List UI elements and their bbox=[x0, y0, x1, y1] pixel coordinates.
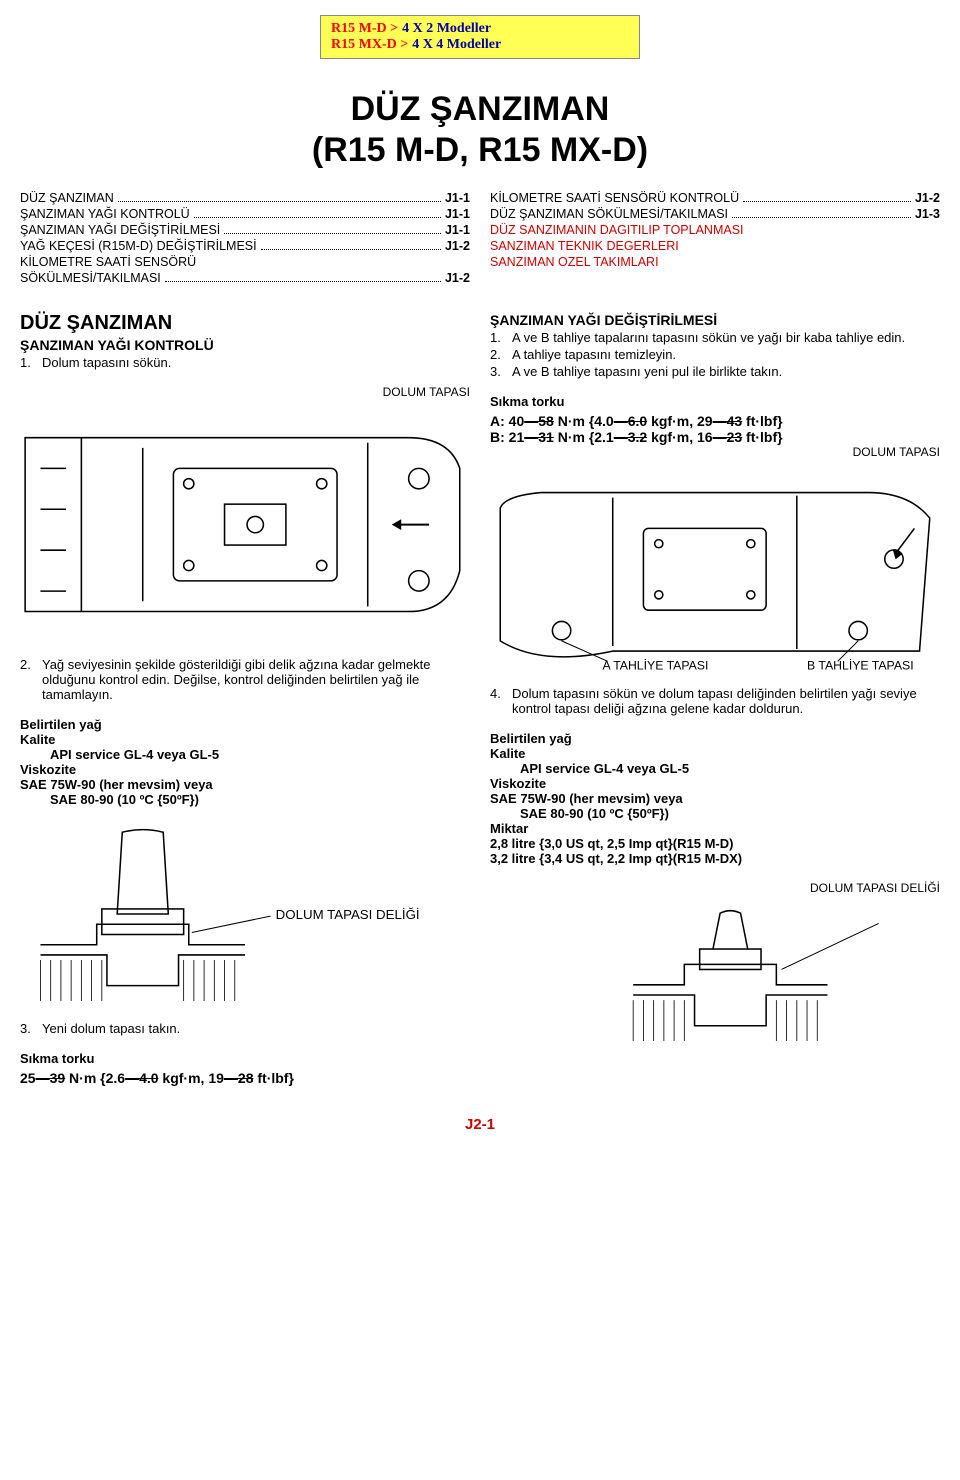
page-number: J2-1 bbox=[20, 1116, 940, 1153]
toc-plain-item: DÜZ SANZIMANIN DAGITILIP TOPLANMASI bbox=[490, 223, 940, 237]
toc-plain-item: SANZIMAN TEKNIK DEGERLERI bbox=[490, 239, 940, 253]
toc-item: KİLOMETRE SAATİ SENSÖRÜ bbox=[20, 255, 470, 269]
fig-r3-caption: DOLUM TAPASI DELİĞİ bbox=[490, 881, 940, 895]
title-line-1: DÜZ ŞANZIMAN bbox=[20, 89, 940, 130]
fig-fill-plug-hole-1: DOLUM TAPASI DELİĞİ bbox=[20, 822, 470, 1006]
left-step-1: 1. Dolum tapasını sökün. bbox=[20, 355, 470, 370]
toc-item: YAĞ KEÇESİ (R15M-D) DEĞİŞTİRİLMESİJ1-2 bbox=[20, 239, 470, 253]
torque-spec-right: Sıkma torku A: 40—58 N·m {4.0—6.0 kgf·m,… bbox=[490, 394, 940, 445]
toc-item: ŞANZIMAN YAĞI KONTROLÜJ1-1 bbox=[20, 207, 470, 221]
banner-desc-1: 4 X 2 Modeller bbox=[402, 21, 491, 37]
toc-item: KİLOMETRE SAATİ SENSÖRÜ KONTROLÜJ1-2 bbox=[490, 191, 940, 205]
left-h1: DÜZ ŞANZIMAN bbox=[20, 312, 470, 335]
title-line-2: (R15 M-D, R15 MX-D) bbox=[20, 130, 940, 171]
oil-spec-2: Belirtilen yağ Kalite API service GL-4 v… bbox=[490, 731, 940, 866]
fig-r1-caption: DOLUM TAPASI bbox=[490, 445, 940, 459]
torque-spec-left: Sıkma torku 25—39 N·m {2.6—4.0 kgf·m, 19… bbox=[20, 1051, 470, 1086]
right-step-1: 1. A ve B tahliye tapalarını tapasını sö… bbox=[490, 330, 940, 345]
toc-right: KİLOMETRE SAATİ SENSÖRÜ KONTROLÜJ1-2 DÜZ … bbox=[490, 191, 940, 287]
left-h2: ŞANZIMAN YAĞI KONTROLÜ bbox=[20, 337, 470, 353]
toc-item: ŞANZIMAN YAĞI DEĞİŞTİRİLMESİJ1-1 bbox=[20, 223, 470, 237]
right-h2: ŞANZIMAN YAĞI DEĞİŞTİRİLMESİ bbox=[490, 312, 940, 328]
left-step-3: 3. Yeni dolum tapası takın. bbox=[20, 1021, 470, 1036]
main-content: DÜZ ŞANZIMAN ŞANZIMAN YAĞI KONTROLÜ 1. D… bbox=[20, 312, 940, 1086]
model-banner: R15 M-D > 4 X 2 Modeller R15 MX-D > 4 X … bbox=[320, 15, 640, 59]
svg-text:A TAHLİYE TAPASI: A TAHLİYE TAPASI bbox=[603, 658, 709, 671]
svg-text:B TAHLİYE TAPASI: B TAHLİYE TAPASI bbox=[807, 658, 914, 671]
banner-model-2: R15 MX-D > bbox=[331, 37, 408, 53]
fig1-caption: DOLUM TAPASI bbox=[20, 385, 470, 399]
oil-spec-1: Belirtilen yağ Kalite API service GL-4 v… bbox=[20, 717, 470, 807]
left-column: DÜZ ŞANZIMAN ŞANZIMAN YAĞI KONTROLÜ 1. D… bbox=[20, 312, 470, 1086]
fig-transmission-bottom: A TAHLİYE TAPASI B TAHLİYE TAPASI bbox=[490, 467, 940, 672]
toc: DÜZ ŞANZIMANJ1-1 ŞANZIMAN YAĞI KONTROLÜJ1… bbox=[20, 191, 940, 287]
fig-transmission-side bbox=[20, 407, 470, 642]
toc-item: DÜZ ŞANZIMANJ1-1 bbox=[20, 191, 470, 205]
fig2-inline-label: DOLUM TAPASI DELİĞİ bbox=[276, 907, 420, 922]
toc-item: DÜZ ŞANZIMAN SÖKÜLMESİ/TAKILMASIJ1-3 bbox=[490, 207, 940, 221]
right-step-3: 3. A ve B tahliye tapasını yeni pul ile … bbox=[490, 364, 940, 379]
toc-plain-item: SANZIMAN OZEL TAKIMLARI bbox=[490, 255, 940, 269]
left-step-2: 2. Yağ seviyesinin şekilde gösterildiği … bbox=[20, 657, 470, 702]
right-step-4: 4. Dolum tapasını sökün ve dolum tapası … bbox=[490, 686, 940, 716]
right-step-2: 2. A tahliye tapasını temizleyin. bbox=[490, 347, 940, 362]
right-column: ŞANZIMAN YAĞI DEĞİŞTİRİLMESİ 1. A ve B t… bbox=[490, 312, 940, 1086]
banner-desc-2: 4 X 4 Modeller bbox=[412, 37, 501, 53]
toc-left: DÜZ ŞANZIMANJ1-1 ŞANZIMAN YAĞI KONTROLÜJ1… bbox=[20, 191, 470, 287]
fig-fill-plug-hole-2 bbox=[490, 903, 940, 1046]
page-title: DÜZ ŞANZIMAN (R15 M-D, R15 MX-D) bbox=[20, 89, 940, 171]
toc-item: SÖKÜLMESİ/TAKILMASIJ1-2 bbox=[20, 271, 470, 285]
banner-model-1: R15 M-D > bbox=[331, 21, 398, 37]
